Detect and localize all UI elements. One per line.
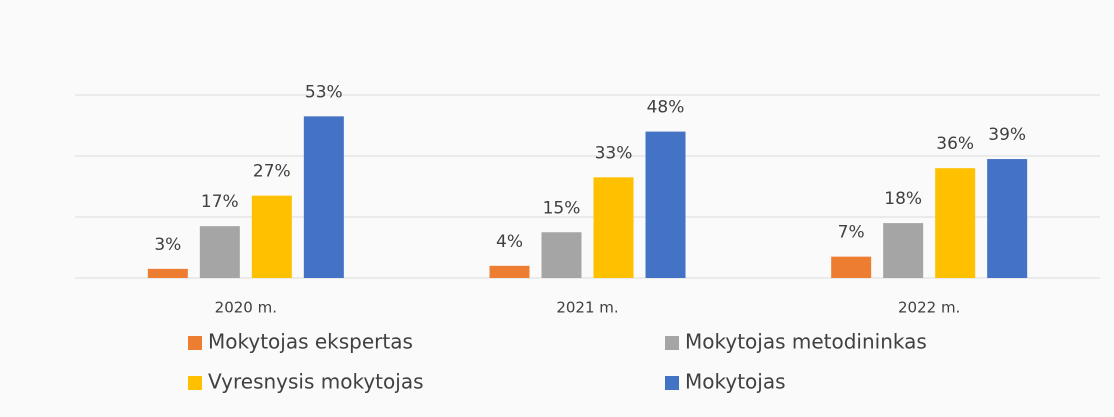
- legend-label: Mokytojas ekspertas: [208, 330, 413, 354]
- bar: [147, 268, 188, 278]
- x-tick-label: 2022 m.: [898, 299, 960, 317]
- bar: [489, 265, 530, 278]
- legend-swatch: [665, 336, 679, 350]
- legend-swatch: [188, 336, 202, 350]
- bar: [935, 168, 976, 278]
- data-label: 7%: [838, 223, 865, 243]
- bar: [593, 177, 634, 278]
- bar: [303, 116, 344, 278]
- legend-label: Mokytojas: [685, 370, 786, 394]
- data-label: 53%: [305, 82, 343, 102]
- data-label: 15%: [543, 198, 581, 218]
- x-tick-label: 2021 m.: [556, 299, 618, 317]
- bar: [987, 159, 1028, 278]
- bar: [541, 232, 582, 278]
- data-label: 33%: [595, 143, 633, 163]
- bar: [831, 256, 872, 278]
- bar: [645, 131, 686, 278]
- legend-label: Vyresnysis mokytojas: [208, 370, 424, 394]
- data-label: 18%: [884, 189, 922, 209]
- legend-swatch: [188, 376, 202, 390]
- bar: [199, 226, 240, 278]
- legend-label: Mokytojas metodininkas: [685, 330, 927, 354]
- bar: [883, 223, 924, 278]
- data-label: 3%: [154, 235, 181, 255]
- data-label: 4%: [496, 232, 523, 252]
- data-label: 36%: [936, 134, 974, 154]
- legend-swatch: [665, 376, 679, 390]
- data-label: 48%: [647, 98, 685, 118]
- bar: [251, 195, 292, 278]
- data-label: 39%: [988, 125, 1026, 145]
- data-label: 27%: [253, 162, 291, 182]
- data-label: 17%: [201, 192, 239, 212]
- x-tick-label: 2020 m.: [215, 299, 277, 317]
